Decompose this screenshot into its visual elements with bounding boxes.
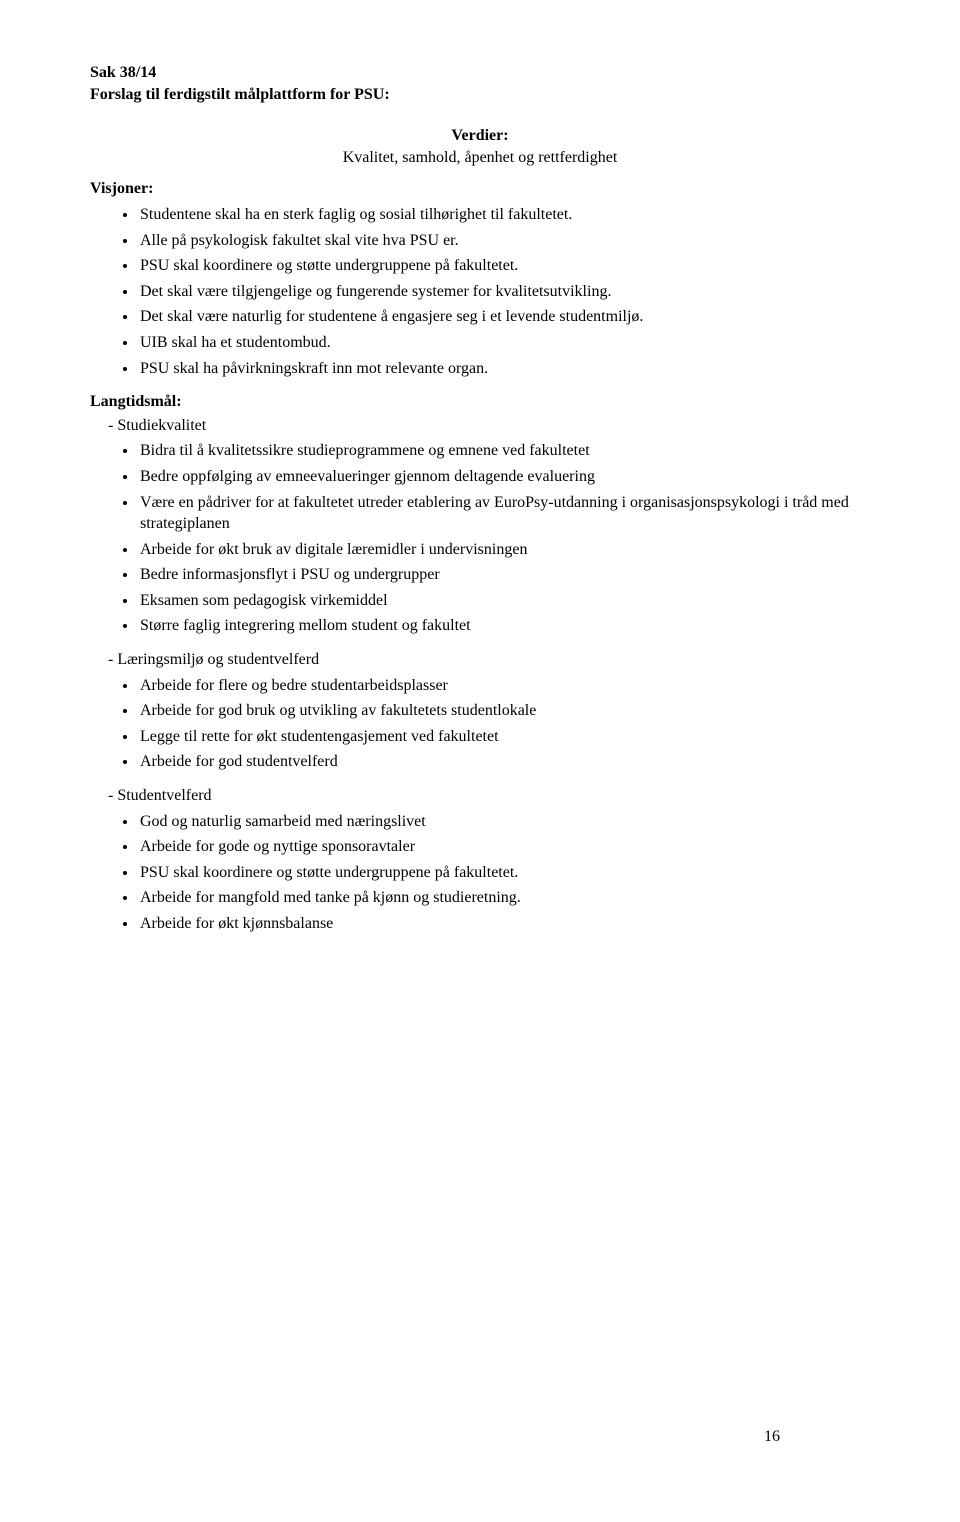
list-item: Arbeide for god bruk og utvikling av fak… bbox=[138, 700, 870, 722]
list-item: Studentene skal ha en sterk faglig og so… bbox=[138, 204, 870, 226]
verdier-section: Verdier: Kvalitet, samhold, åpenhet og r… bbox=[90, 125, 870, 168]
list-item: Arbeide for god studentvelferd bbox=[138, 751, 870, 773]
list-item: Større faglig integrering mellom student… bbox=[138, 615, 870, 637]
langtidsmal-heading: Langtidsmål: bbox=[90, 391, 870, 413]
list-item: Bedre oppfølging av emneevalueringer gje… bbox=[138, 466, 870, 488]
list-item: Arbeide for økt bruk av digitale læremid… bbox=[138, 539, 870, 561]
group-label-text: Studiekvalitet bbox=[117, 417, 206, 434]
list-item: Eksamen som pedagogisk virkemiddel bbox=[138, 590, 870, 612]
langtidsmal-group: - Studiekvalitet Bidra til å kvalitetssi… bbox=[90, 415, 870, 637]
list-item: Være en pådriver for at fakultetet utred… bbox=[138, 492, 870, 535]
group-label-text: Læringsmiljø og studentvelferd bbox=[117, 651, 319, 668]
document-page: Sak 38/14 Forslag til ferdigstilt målpla… bbox=[90, 62, 870, 1472]
group-label: - Studentvelferd bbox=[90, 785, 870, 807]
list-item: Legge til rette for økt studentengasjeme… bbox=[138, 726, 870, 748]
verdier-heading: Verdier: bbox=[90, 125, 870, 147]
list-item: Det skal være tilgjengelige og fungerend… bbox=[138, 281, 870, 303]
group-items: God og naturlig samarbeid med næringsliv… bbox=[90, 811, 870, 935]
document-title: Forslag til ferdigstilt målplattform for… bbox=[90, 84, 870, 106]
list-item: PSU skal ha påvirkningskraft inn mot rel… bbox=[138, 358, 870, 380]
sak-number: Sak 38/14 bbox=[90, 62, 870, 84]
list-item: Arbeide for økt kjønnsbalanse bbox=[138, 913, 870, 935]
list-item: Arbeide for flere og bedre studentarbeid… bbox=[138, 675, 870, 697]
list-item: Bidra til å kvalitetssikre studieprogram… bbox=[138, 440, 870, 462]
list-item: Bedre informasjonsflyt i PSU og undergru… bbox=[138, 564, 870, 586]
page-number: 16 bbox=[764, 1426, 780, 1448]
langtidsmal-list: - Studiekvalitet Bidra til å kvalitetssi… bbox=[90, 415, 870, 935]
verdier-text: Kvalitet, samhold, åpenhet og rettferdig… bbox=[90, 147, 870, 169]
list-item: Arbeide for mangfold med tanke på kjønn … bbox=[138, 887, 870, 909]
langtidsmal-group: - Studentvelferd God og naturlig samarbe… bbox=[90, 785, 870, 935]
list-item: UIB skal ha et studentombud. bbox=[138, 332, 870, 354]
group-label-text: Studentvelferd bbox=[117, 787, 211, 804]
list-item: God og naturlig samarbeid med næringsliv… bbox=[138, 811, 870, 833]
visjoner-list: Studentene skal ha en sterk faglig og so… bbox=[90, 204, 870, 379]
group-items: Bidra til å kvalitetssikre studieprogram… bbox=[90, 440, 870, 637]
group-label: - Læringsmiljø og studentvelferd bbox=[90, 649, 870, 671]
list-item: Det skal være naturlig for studentene å … bbox=[138, 306, 870, 328]
visjoner-heading: Visjoner: bbox=[90, 178, 870, 200]
group-label: - Studiekvalitet bbox=[90, 415, 870, 437]
list-item: PSU skal koordinere og støtte undergrupp… bbox=[138, 862, 870, 884]
langtidsmal-group: - Læringsmiljø og studentvelferd Arbeide… bbox=[90, 649, 870, 773]
list-item: Alle på psykologisk fakultet skal vite h… bbox=[138, 230, 870, 252]
group-items: Arbeide for flere og bedre studentarbeid… bbox=[90, 675, 870, 773]
list-item: Arbeide for gode og nyttige sponsoravtal… bbox=[138, 836, 870, 858]
list-item: PSU skal koordinere og støtte undergrupp… bbox=[138, 255, 870, 277]
